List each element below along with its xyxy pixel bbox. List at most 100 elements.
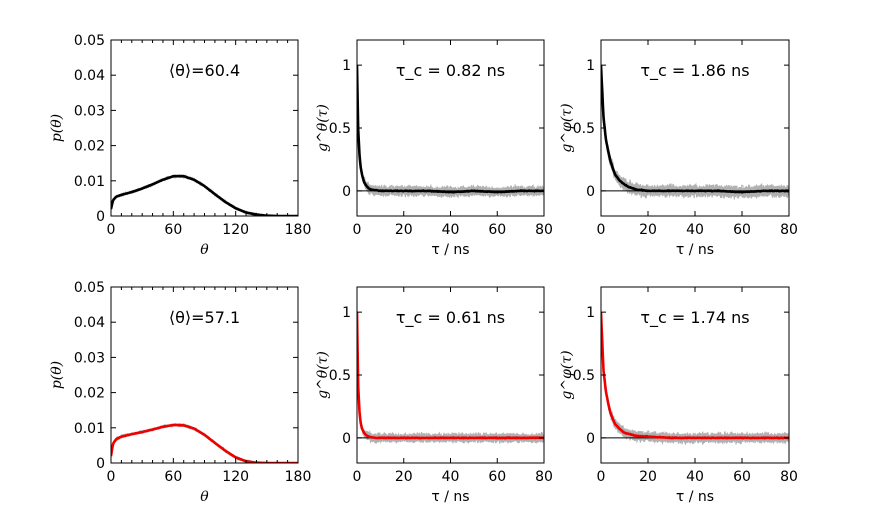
y-tick-label: 0 <box>342 184 351 200</box>
y-tick-label: 0.05 <box>74 280 105 296</box>
mean-curve-mean <box>601 312 789 440</box>
envelope-trace <box>111 423 298 463</box>
envelope-trace <box>357 310 544 445</box>
y-tick-label: 0.03 <box>74 103 105 119</box>
envelope-trace <box>357 311 544 444</box>
envelope-trace <box>601 66 789 199</box>
envelope-trace <box>111 423 298 463</box>
x-tick-label: 180 <box>285 469 312 485</box>
envelope-trace <box>601 64 789 199</box>
envelope-trace <box>601 64 789 199</box>
x-tick-label: 60 <box>733 222 751 238</box>
envelope-trace <box>111 423 298 463</box>
envelope-trace <box>357 311 544 444</box>
envelope-trace <box>111 175 298 216</box>
envelope-trace <box>601 65 789 199</box>
x-tick-label: 120 <box>222 469 249 485</box>
envelope-trace <box>111 174 298 216</box>
panel-4: 0 60 120 180 0 0.01 0.02 0.03 0.04 0.05 θ p(θ) ⟨θ⟩=5… <box>49 280 311 505</box>
mean-curve-mean <box>111 174 298 216</box>
x-tick-label: 80 <box>780 469 798 485</box>
x-tick-label: 0 <box>107 222 116 238</box>
panel-annotation: ⟨θ⟩=60.4 <box>169 61 240 80</box>
envelope-trace <box>111 423 298 463</box>
x-tick-label: 40 <box>442 469 460 485</box>
plot-area <box>601 309 789 446</box>
envelope-trace <box>601 313 789 445</box>
x-tick-label: 80 <box>780 222 798 238</box>
x-tick-label: 60 <box>733 469 751 485</box>
envelope-trace <box>111 174 298 216</box>
envelope-trace <box>357 64 544 198</box>
envelope-trace <box>357 63 544 198</box>
y-tick-label: 0.01 <box>74 421 105 437</box>
x-axis-label: θ <box>200 489 209 505</box>
envelope-trace <box>357 310 544 444</box>
envelope-trace <box>111 174 298 216</box>
y-tick-label: 0.04 <box>74 315 105 331</box>
y-tick-label: 1 <box>342 305 351 321</box>
panel-annotation: τ_c = 1.74 ns <box>640 308 749 328</box>
envelope-trace <box>601 64 789 199</box>
envelope-trace <box>357 66 544 198</box>
y-tick-label: 1 <box>586 305 595 321</box>
envelope-trace <box>601 66 789 199</box>
envelope-trace <box>357 65 544 198</box>
y-tick-label: 1 <box>586 58 595 74</box>
envelope-trace <box>601 311 789 445</box>
envelope-trace <box>111 174 298 216</box>
envelope-trace <box>111 423 298 463</box>
envelope-trace <box>601 65 789 199</box>
envelope-trace <box>111 174 298 216</box>
envelope-trace <box>357 313 544 444</box>
envelope-trace <box>111 174 298 216</box>
envelope-trace <box>357 64 544 198</box>
plot-area <box>357 63 544 199</box>
envelope-trace <box>601 64 789 198</box>
x-tick-label: 40 <box>442 222 460 238</box>
mean-curve-mean <box>111 423 298 463</box>
envelope-trace <box>601 312 789 444</box>
plot-area <box>601 63 789 200</box>
envelope-trace <box>111 174 298 216</box>
x-tick-label: 0 <box>107 469 116 485</box>
envelope-trace <box>601 63 789 199</box>
envelope-trace <box>601 312 789 445</box>
envelope-trace <box>357 310 544 444</box>
envelope-trace <box>357 63 544 199</box>
y-tick-label: 1 <box>342 58 351 74</box>
x-tick-label: 20 <box>395 469 413 485</box>
envelope-trace <box>111 174 298 216</box>
x-tick-label: 20 <box>395 222 413 238</box>
envelope-trace <box>111 423 298 463</box>
y-tick-label: 0.5 <box>573 121 595 137</box>
envelope-trace <box>357 66 544 198</box>
envelope-trace <box>601 310 789 444</box>
envelope-trace <box>111 423 298 463</box>
y-axis-label: p(θ) <box>49 361 65 389</box>
x-tick-label: 0 <box>597 469 606 485</box>
envelope-trace <box>601 313 789 445</box>
y-tick-label: 0 <box>586 184 595 200</box>
envelope-trace <box>111 174 298 216</box>
y-tick-label: 0 <box>586 431 595 447</box>
x-tick-label: 120 <box>222 222 249 238</box>
y-axis-label: p(θ) <box>49 114 65 142</box>
envelope-trace <box>357 65 544 198</box>
envelope-trace <box>601 311 789 446</box>
x-axis-label: τ / ns <box>676 242 714 258</box>
y-tick-label: 0.02 <box>74 386 105 402</box>
x-tick-label: 40 <box>686 222 704 238</box>
envelope-trace <box>111 423 298 463</box>
mean-curve-mean <box>357 65 544 194</box>
x-axis-label: θ <box>200 242 209 258</box>
y-axis-label: g^φ(τ) <box>559 350 575 399</box>
envelope-trace <box>601 65 789 200</box>
y-tick-label: 0 <box>96 209 105 225</box>
envelope-trace <box>601 312 789 444</box>
plot-area <box>357 308 544 445</box>
envelope-trace <box>111 174 298 216</box>
envelope-trace <box>357 64 544 198</box>
envelope-trace <box>357 312 544 444</box>
